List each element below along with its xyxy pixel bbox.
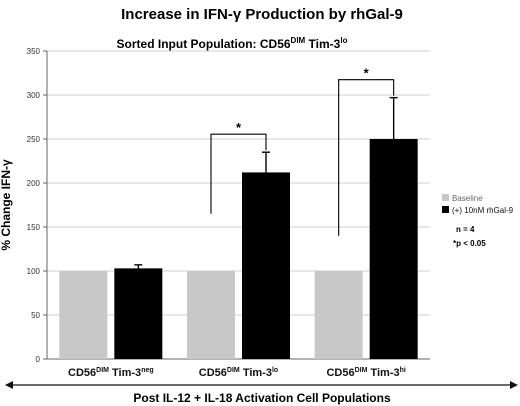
significance-bracket-0 <box>210 133 267 214</box>
y-tick-label: 200 <box>27 179 41 188</box>
significance-star-1: * <box>364 66 370 81</box>
bar-baseline-2 <box>314 271 363 359</box>
bars <box>59 139 418 359</box>
error-bars <box>134 96 398 269</box>
annotation-pvalue: *p < 0.05 <box>453 239 486 248</box>
significance-bracket-1 <box>338 79 395 236</box>
y-tick-label: 250 <box>27 135 41 144</box>
x-axis-double-arrow <box>5 381 518 389</box>
y-axis-label: % Change IFN-γ <box>0 159 13 251</box>
bar-rhgal9-0 <box>114 268 163 359</box>
gridlines <box>43 50 430 360</box>
y-tick-labels: 0 50 100 150 200 250 300 350 <box>27 47 41 364</box>
legend: Baseline (+) 10nM rhGal-9 <box>442 194 514 215</box>
chart-title: Increase in IFN-γ Production by rhGal-9 <box>121 6 403 23</box>
bar-baseline-0 <box>59 271 108 359</box>
y-tick-label: 300 <box>27 91 41 100</box>
x-category-label-2: CD56DIM Tim-3hi <box>326 367 405 379</box>
x-category-label-0: CD56DIM Tim-3neg <box>68 367 154 379</box>
y-tick-label: 100 <box>27 267 41 276</box>
chart-subtitle: Sorted Input Population: CD56DIM Tim-3lo <box>117 36 348 51</box>
y-tick-label: 0 <box>36 355 41 364</box>
y-tick-label: 350 <box>27 47 41 56</box>
legend-swatch-rhgal9 <box>442 206 449 213</box>
bar-rhgal9-2 <box>369 139 418 359</box>
bar-baseline-1 <box>187 271 235 359</box>
legend-label-rhgal9: (+) 10nM rhGal-9 <box>452 206 514 215</box>
y-tick-label: 50 <box>31 311 40 320</box>
legend-label-baseline: Baseline <box>452 194 483 203</box>
annotation-n: n = 4 <box>456 225 475 234</box>
significance-star-0: * <box>236 120 242 135</box>
x-axis-label: Post IL-12 + IL-18 Activation Cell Popul… <box>133 391 391 405</box>
x-category-labels: CD56DIM Tim-3neg CD56DIM Tim-3lo CD56DIM T… <box>68 367 406 379</box>
significance-brackets: ** <box>210 66 395 236</box>
legend-swatch-baseline <box>442 194 449 201</box>
bar-rhgal9-1 <box>242 172 290 359</box>
y-tick-label: 150 <box>27 223 41 232</box>
x-category-label-1: CD56DIM Tim-3lo <box>199 367 278 379</box>
